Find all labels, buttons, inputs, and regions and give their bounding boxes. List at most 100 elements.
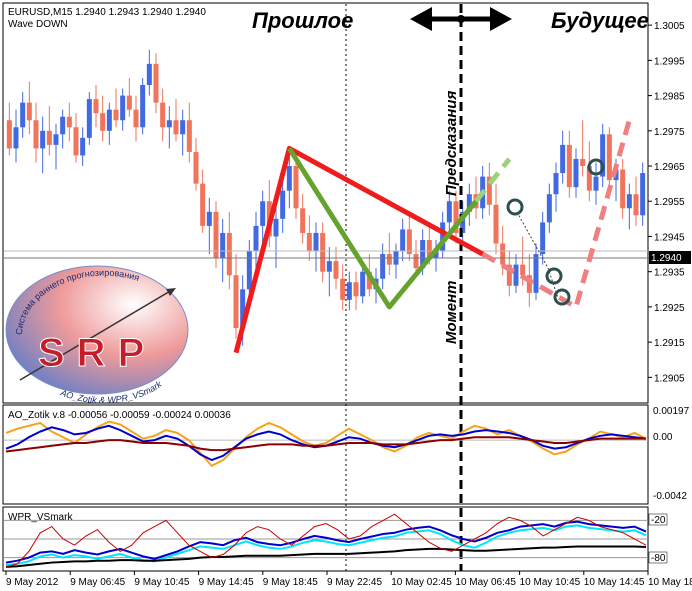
price-axis-label: 1.2965 — [654, 162, 685, 173]
candle-body — [126, 95, 132, 110]
candle-body — [213, 211, 219, 258]
candle-body — [80, 137, 86, 156]
price-axis-label: 1.2995 — [654, 56, 685, 67]
candle-body — [520, 264, 526, 276]
ao-series-line — [5, 420, 647, 468]
time-axis-label: 9 May 22:45 — [327, 577, 382, 588]
candle-body — [353, 282, 359, 297]
caption-future: Будущее — [551, 8, 649, 33]
pivot-marker — [553, 288, 571, 306]
wpr-grid — [4, 519, 648, 559]
candle-body — [340, 278, 346, 300]
candle-body — [606, 134, 612, 181]
candle-body — [93, 99, 99, 114]
time-axis-label: 9 May 06:45 — [70, 577, 125, 588]
current-price-badge — [649, 251, 691, 264]
price-axis-label: 1.2975 — [654, 127, 685, 138]
candle-body — [186, 120, 192, 152]
candle-body — [286, 166, 292, 191]
caption-past: Прошлое — [252, 8, 353, 33]
price-axis-label: 1.2985 — [654, 92, 685, 103]
candle-body — [106, 109, 112, 131]
pivot-marker — [545, 267, 563, 285]
wpr-level-badge-top — [648, 513, 668, 526]
candle-body — [320, 232, 326, 272]
candle-body — [380, 254, 386, 279]
candle-body — [400, 229, 406, 251]
candle-body — [386, 254, 392, 265]
candle-body — [40, 130, 46, 149]
ao-title: AO_Zotik v.8 -0.00056 -0.00059 -0.00024 … — [8, 410, 231, 421]
candle-body — [166, 120, 172, 128]
candle-body — [73, 127, 79, 156]
candle-body — [506, 264, 512, 286]
candle-body — [120, 95, 126, 121]
candle-body — [160, 102, 166, 128]
forecast-green-wave — [474, 157, 512, 203]
time-axis-label: 10 May 02:45 — [391, 577, 452, 588]
candles-layer — [6, 49, 646, 346]
wpr-series-line — [5, 520, 647, 564]
candle-body — [153, 63, 159, 103]
candle-body — [580, 158, 586, 167]
candle-body — [493, 204, 499, 244]
candle-body — [446, 201, 452, 223]
time-axis-label: 9 May 18:45 — [263, 577, 318, 588]
candle-body — [53, 134, 59, 145]
candle-body — [300, 208, 306, 233]
candle-body — [333, 261, 339, 279]
candle-body — [540, 222, 546, 255]
candle-body — [13, 127, 19, 149]
forecast-red-wave — [481, 119, 632, 311]
ao-axis-top: 0.00197 — [653, 406, 690, 417]
candle-body — [60, 116, 66, 135]
candle-body — [526, 275, 532, 293]
candle-body — [100, 113, 106, 131]
caption-forecasts: Предсказания — [443, 91, 460, 196]
candle-body — [360, 271, 366, 297]
candle-body — [466, 194, 472, 212]
srp-logo: Система раннего прогнозирования AO_Zotik… — [5, 265, 189, 405]
ao-series-line — [5, 436, 646, 453]
candle-body — [260, 201, 266, 226]
logo-letters: SRP — [38, 331, 156, 375]
double-arrow-icon — [410, 7, 512, 31]
price-axis: 1.3005 1.2995 1.2985 1.2975 1.2965 1.2955 1.29… — [648, 21, 685, 384]
wpr-lines — [5, 513, 647, 568]
time-axis-label: 9 May 2012 — [6, 577, 59, 588]
time-axis-label: 10 May 18 — [648, 577, 692, 588]
candle-body — [553, 173, 559, 195]
candle-body — [46, 130, 52, 145]
candle-body — [326, 261, 332, 272]
candle-body — [406, 229, 412, 255]
wpr-axis-bottom: -80 — [651, 553, 666, 564]
symbol-line: EURUSD,M15 1.2940 1.2943 1.2940 1.2940 — [8, 7, 206, 18]
candle-body — [220, 232, 226, 258]
candle-body — [453, 201, 459, 233]
candle-body — [226, 232, 232, 276]
price-axis-label: 1.2945 — [654, 232, 685, 243]
candle-body — [113, 109, 119, 121]
candle-body — [546, 194, 552, 223]
candle-body — [66, 116, 72, 128]
wpr-series-line — [5, 545, 647, 568]
candle-body — [413, 254, 419, 269]
candle-body — [233, 275, 239, 329]
candle-body — [33, 120, 39, 149]
time-axis-label: 9 May 10:45 — [134, 577, 189, 588]
candle-body — [86, 99, 92, 138]
price-axis-label: 1.2915 — [654, 338, 685, 349]
ao-axis-zero: 0.00 — [653, 432, 673, 443]
candle-body — [486, 176, 492, 205]
candle-body — [280, 190, 286, 219]
pivot-marker — [506, 198, 524, 216]
candle-body — [620, 169, 626, 209]
candle-body — [200, 183, 206, 226]
ao-pane-frame — [2, 404, 649, 505]
candle-body — [240, 289, 246, 329]
candle-body — [626, 194, 632, 209]
candle-body — [140, 85, 146, 128]
candle-body — [346, 282, 352, 300]
candle-body — [433, 250, 439, 258]
